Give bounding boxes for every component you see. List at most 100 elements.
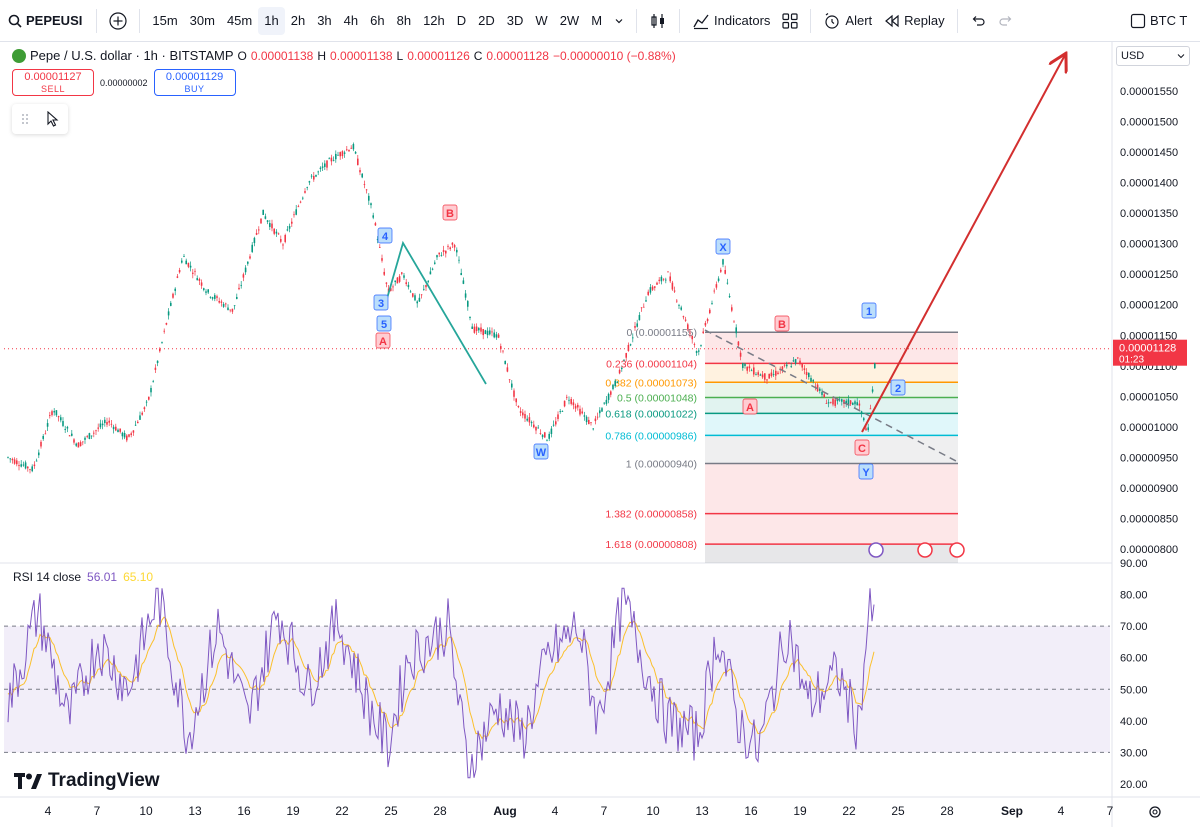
fib-level-label: 0 (0.00001155) <box>627 327 697 339</box>
price-candle <box>77 442 80 448</box>
interval-button[interactable]: 6h <box>370 13 385 28</box>
drawing-toolbar-floating[interactable] <box>12 104 68 134</box>
price-tick-label: 0.00000800 <box>1120 544 1178 556</box>
price-candle <box>121 431 124 440</box>
drag-handle-icon[interactable] <box>21 112 29 126</box>
event-flag-icon[interactable] <box>917 542 933 558</box>
price-candle <box>480 323 482 335</box>
price-candle <box>42 434 44 441</box>
wave-label-box <box>533 443 549 460</box>
candle-body <box>750 370 753 372</box>
candle-body <box>810 377 812 382</box>
interval-button[interactable]: 45m <box>226 13 253 28</box>
event-flag-icon[interactable] <box>949 542 965 558</box>
separator <box>96 8 98 33</box>
interval-button[interactable]: 12h <box>423 13 445 28</box>
price-chart[interactable]: 0 (0.00001155) 0.236 (0.00001104) 0.382 (0… <box>0 42 1200 827</box>
price-candle <box>471 323 473 330</box>
buy-button[interactable]: 0.00001129 BUY <box>153 69 236 96</box>
interval-dropdown[interactable] <box>608 7 630 35</box>
wave-label-text: 1 <box>866 306 872 318</box>
price-candle <box>676 299 678 303</box>
price-candle <box>350 145 352 149</box>
interval-button[interactable]: 8h <box>396 13 412 28</box>
price-candle <box>603 402 605 405</box>
wave-label-text: A <box>746 402 754 414</box>
settings-gear-icon[interactable] <box>1149 806 1161 818</box>
candle-body <box>159 348 161 352</box>
candle-body <box>106 422 108 425</box>
price-candle <box>671 280 674 291</box>
price-candle <box>304 188 306 194</box>
candle-body <box>405 282 407 285</box>
price-candle <box>381 254 383 263</box>
cursor-arrow-icon[interactable] <box>46 111 60 127</box>
interval-button[interactable]: 4h <box>343 13 359 28</box>
alert-button[interactable]: Alert <box>817 7 878 35</box>
candle-body <box>544 432 546 438</box>
price-candle <box>731 304 733 313</box>
price-candle <box>830 401 832 404</box>
price-candle <box>108 417 110 427</box>
undo-button[interactable] <box>964 7 992 35</box>
price-candle <box>187 262 190 269</box>
compare-add-button[interactable] <box>103 7 133 35</box>
time-tick-label: 22 <box>335 804 349 818</box>
price-candle <box>106 417 108 428</box>
candle-body <box>266 220 269 222</box>
interval-button[interactable]: 2h <box>290 13 306 28</box>
time-tick-label: 25 <box>891 804 905 818</box>
price-tick-label: 0.00000900 <box>1120 483 1178 495</box>
replay-button[interactable]: Replay <box>878 7 950 35</box>
interval-button[interactable]: M <box>591 13 603 28</box>
wave-label-text: 5 <box>381 319 387 331</box>
candle-body <box>128 434 130 437</box>
candle-body <box>418 297 421 302</box>
price-candle <box>225 302 227 308</box>
sell-button[interactable]: 0.00001127 SELL <box>12 69 94 96</box>
wave-label-text: Y <box>862 467 870 479</box>
candle-body <box>286 229 289 231</box>
price-candle <box>339 151 341 160</box>
interval-button[interactable]: D <box>456 13 467 28</box>
currency-selector[interactable]: USD <box>1116 46 1190 66</box>
price-candle <box>665 277 667 284</box>
candle-body <box>383 271 385 275</box>
interval-button[interactable]: 1h <box>258 6 285 35</box>
event-lightning-icon[interactable] <box>868 542 884 558</box>
price-candle <box>112 424 115 434</box>
price-candle <box>110 419 113 428</box>
price-candle <box>660 275 663 285</box>
symbol-search[interactable]: PEPEUSI <box>0 0 90 42</box>
chart-title: Pepe / U.S. dollar · 1h · BITSTAMP <box>30 48 234 63</box>
interval-button[interactable]: W <box>535 13 548 28</box>
candle-body <box>392 286 394 288</box>
price-candle <box>64 425 66 433</box>
candle-body <box>612 384 614 390</box>
indicators-button[interactable]: Indicators <box>686 7 776 35</box>
price-tick-label: 0.00001050 <box>1120 391 1178 403</box>
compare-symbol[interactable]: BTC T <box>1124 7 1200 35</box>
candle-body <box>178 269 181 273</box>
wave-label-text: 4 <box>382 231 389 243</box>
interval-button[interactable]: 3h <box>317 13 332 28</box>
chart-type-button[interactable] <box>643 7 673 35</box>
interval-button[interactable]: 3D <box>506 13 524 28</box>
candle-body <box>121 432 124 437</box>
candle-body <box>97 427 99 429</box>
rsi-tick-label: 30.00 <box>1120 747 1148 759</box>
templates-button[interactable] <box>776 7 804 35</box>
price-candle <box>805 368 808 380</box>
time-tick-label: 28 <box>433 804 447 818</box>
interval-button[interactable]: 30m <box>189 13 215 28</box>
interval-button[interactable]: 2W <box>559 13 580 28</box>
candle-body <box>816 384 819 392</box>
candle-body <box>678 304 680 306</box>
interval-button[interactable]: 2D <box>478 13 495 28</box>
price-candle <box>508 379 511 383</box>
candle-body <box>792 360 795 362</box>
price-candle <box>781 365 784 374</box>
price-candle <box>134 420 137 426</box>
redo-button[interactable] <box>992 7 1020 35</box>
interval-button[interactable]: 15m <box>152 13 178 28</box>
